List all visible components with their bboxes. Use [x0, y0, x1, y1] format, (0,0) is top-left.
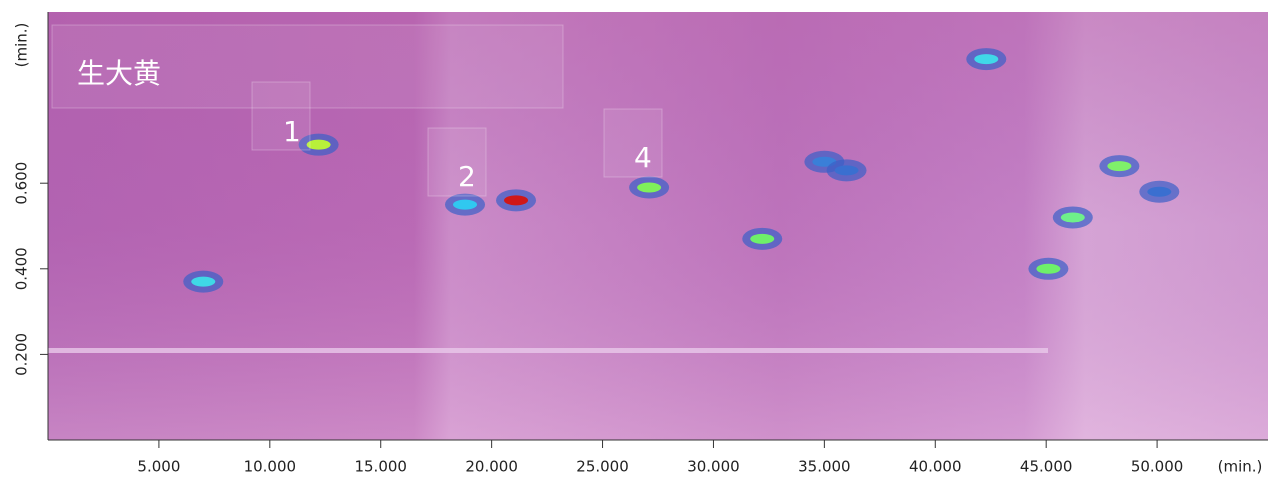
x-tick-label: 50.000 [1131, 458, 1184, 476]
peak-core [1061, 212, 1085, 222]
peak [629, 176, 669, 198]
peak-core [191, 277, 215, 287]
peak-core [1036, 264, 1060, 274]
annotation: 2 [458, 160, 476, 193]
peak [827, 159, 867, 181]
peak-core [974, 54, 998, 64]
peak [1139, 181, 1179, 203]
annotation-box [428, 128, 486, 196]
x-axis-label: (min.) [1218, 458, 1263, 476]
peak-core [637, 182, 661, 192]
annotation: 生大黄 [77, 57, 161, 90]
x-tick-label: 20.000 [465, 458, 518, 476]
peak-core [504, 195, 528, 205]
peak [742, 228, 782, 250]
peak-core [1107, 161, 1131, 171]
peak [966, 48, 1006, 70]
peak [1028, 258, 1068, 280]
y-tick-label: 0.200 [13, 333, 31, 376]
peak-core [835, 165, 859, 175]
x-tick-label: 45.000 [1020, 458, 1073, 476]
x-tick-label: 25.000 [576, 458, 629, 476]
x-tick-label: 30.000 [687, 458, 740, 476]
x-tick-label: 5.000 [137, 458, 180, 476]
peak [1099, 155, 1139, 177]
x-tick-label: 35.000 [798, 458, 851, 476]
x-tick-label: 40.000 [909, 458, 962, 476]
peak [445, 194, 485, 216]
annotation: 4 [634, 141, 652, 174]
peak [183, 271, 223, 293]
peak-core [750, 234, 774, 244]
band [48, 348, 1048, 353]
chart: (min.) (min.) 5.000 10.000 15.000 20.000 25.… [0, 0, 1269, 483]
peak-core [1147, 187, 1171, 197]
annotation-box [604, 109, 662, 177]
peak-core [453, 200, 477, 210]
y-axis-label: (min.) [13, 23, 31, 68]
peak [1053, 206, 1093, 228]
y-tick-label: 0.600 [13, 162, 31, 205]
x-tick-label: 15.000 [354, 458, 407, 476]
peak [496, 189, 536, 211]
y-tick-label: 0.400 [13, 247, 31, 290]
annotation-box [252, 82, 310, 150]
annotation: 1 [283, 115, 301, 148]
x-tick-label: 10.000 [244, 458, 297, 476]
